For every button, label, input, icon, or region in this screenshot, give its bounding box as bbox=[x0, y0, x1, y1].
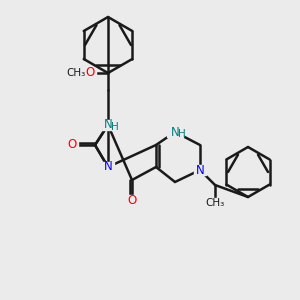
Text: H: H bbox=[178, 129, 186, 139]
Text: N: N bbox=[196, 164, 204, 176]
FancyBboxPatch shape bbox=[102, 162, 114, 172]
FancyBboxPatch shape bbox=[100, 120, 116, 130]
FancyBboxPatch shape bbox=[65, 68, 87, 78]
Text: CH₃: CH₃ bbox=[206, 198, 225, 208]
FancyBboxPatch shape bbox=[204, 198, 226, 208]
FancyBboxPatch shape bbox=[66, 140, 78, 150]
Text: O: O bbox=[128, 194, 136, 206]
Text: CH₃: CH₃ bbox=[66, 68, 85, 78]
Text: N: N bbox=[103, 160, 112, 173]
FancyBboxPatch shape bbox=[126, 195, 138, 205]
FancyBboxPatch shape bbox=[194, 165, 206, 175]
Text: N: N bbox=[171, 125, 179, 139]
FancyBboxPatch shape bbox=[84, 68, 96, 78]
Text: H: H bbox=[111, 122, 119, 132]
Text: N: N bbox=[103, 118, 112, 131]
Text: O: O bbox=[68, 139, 76, 152]
Text: O: O bbox=[85, 67, 94, 80]
FancyBboxPatch shape bbox=[167, 127, 183, 137]
